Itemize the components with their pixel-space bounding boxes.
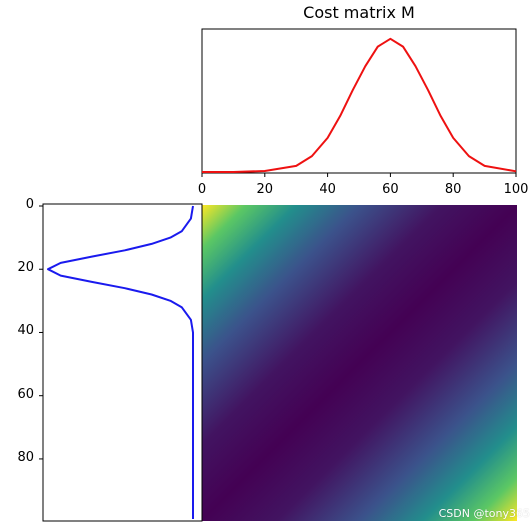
x-tick-label: 60 (382, 182, 399, 197)
top-distribution-line (202, 37, 517, 173)
x-tick-label: 80 (444, 182, 462, 197)
watermark: CSDN @tony365 (438, 507, 530, 520)
x-tick-label: 40 (319, 182, 336, 197)
left-distribution-line (47, 205, 194, 519)
cost-matrix-heatmap (202, 205, 517, 521)
y-tick-label: 80 (17, 449, 34, 465)
chart-title: Cost matrix M (303, 3, 415, 22)
left-y-axis (39, 205, 43, 460)
y-tick-label: 0 (25, 197, 34, 212)
top-x-axis (201, 173, 517, 177)
x-tick-label: 20 (256, 182, 274, 197)
y-tick-label: 20 (17, 260, 34, 276)
x-tick-label: 100 (503, 182, 529, 197)
left-plot-frame (42, 203, 203, 522)
heatmap-image (202, 205, 517, 521)
y-tick-label: 40 (17, 323, 34, 339)
top-plot-frame (201, 28, 517, 174)
y-tick-label: 60 (17, 386, 34, 402)
x-tick-label: 0 (197, 182, 207, 197)
